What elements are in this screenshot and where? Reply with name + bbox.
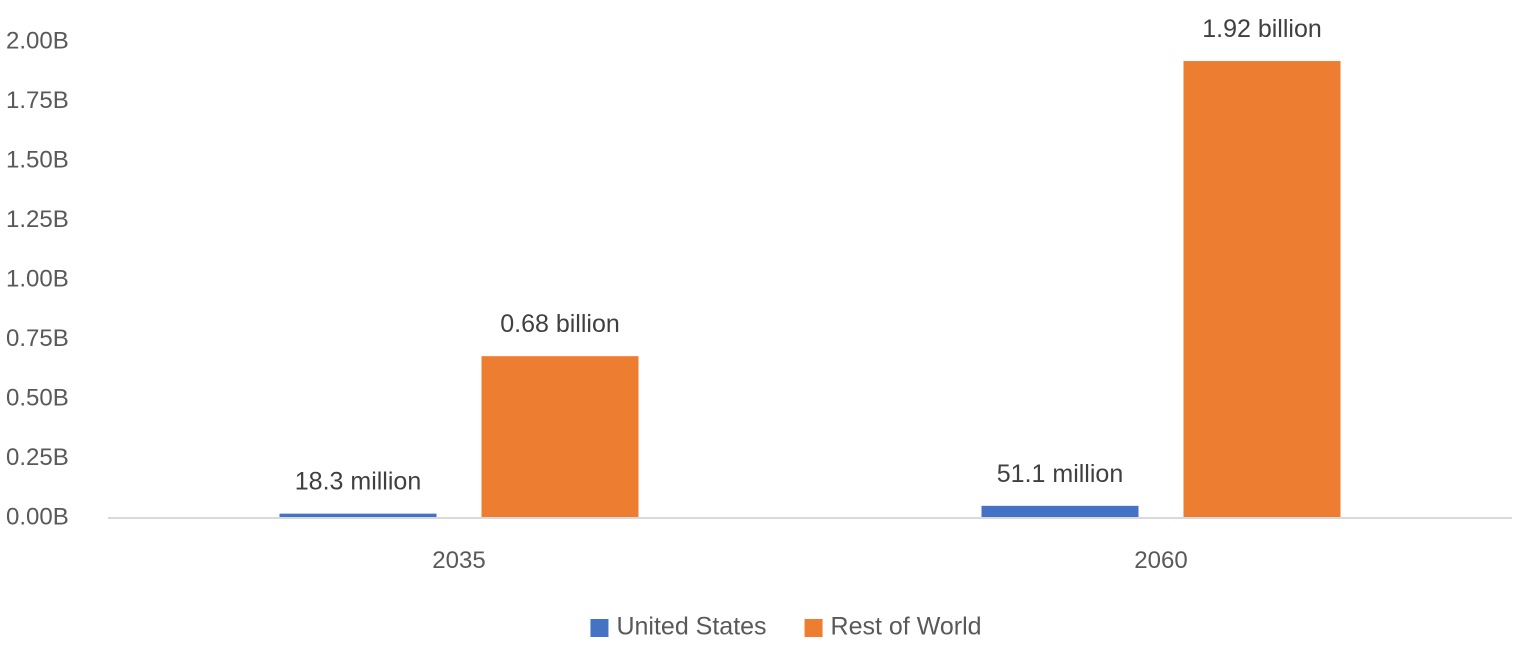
y-tick-label: 1.25B <box>6 206 69 233</box>
y-tick-label: 1.00B <box>6 265 69 292</box>
bars <box>279 61 1341 518</box>
y-tick-label: 0.75B <box>6 325 69 352</box>
data-label: 1.92 billion <box>1202 15 1322 43</box>
y-tick-label: 0.25B <box>6 444 69 471</box>
y-axis: 0.00B 0.25B 0.50B 0.75B 1.00B 1.25B 1.50B 1.75B… <box>6 27 69 530</box>
x-tick-label: 2035 <box>432 547 485 574</box>
legend-label: Rest of World <box>831 613 982 641</box>
legend-item: Rest of World <box>804 613 982 641</box>
legend-swatch <box>804 619 823 637</box>
legend-swatch <box>590 619 609 637</box>
legend: United States Rest of World <box>590 613 982 641</box>
x-tick-label: 2060 <box>1134 547 1187 574</box>
data-label: 18.3 million <box>295 468 421 496</box>
y-tick-label: 0.00B <box>6 503 69 530</box>
y-tick-label: 0.50B <box>6 384 69 411</box>
data-label: 51.1 million <box>997 460 1123 488</box>
bar-rest-of-world-2035 <box>481 356 639 518</box>
legend-item: United States <box>590 613 767 641</box>
x-axis: 2035 2060 <box>432 547 1187 574</box>
y-tick-label: 2.00B <box>6 27 69 54</box>
y-tick-label: 1.75B <box>6 87 69 114</box>
bar-united-states-2035 <box>279 513 437 518</box>
data-labels: 18.3 million 0.68 billion 51.1 million 1.92… <box>295 15 1322 496</box>
bar-rest-of-world-2060 <box>1183 61 1341 518</box>
y-tick-label: 1.50B <box>6 146 69 173</box>
data-label: 0.68 billion <box>500 310 620 338</box>
bar-united-states-2060 <box>981 505 1139 518</box>
legend-label: United States <box>616 613 766 641</box>
